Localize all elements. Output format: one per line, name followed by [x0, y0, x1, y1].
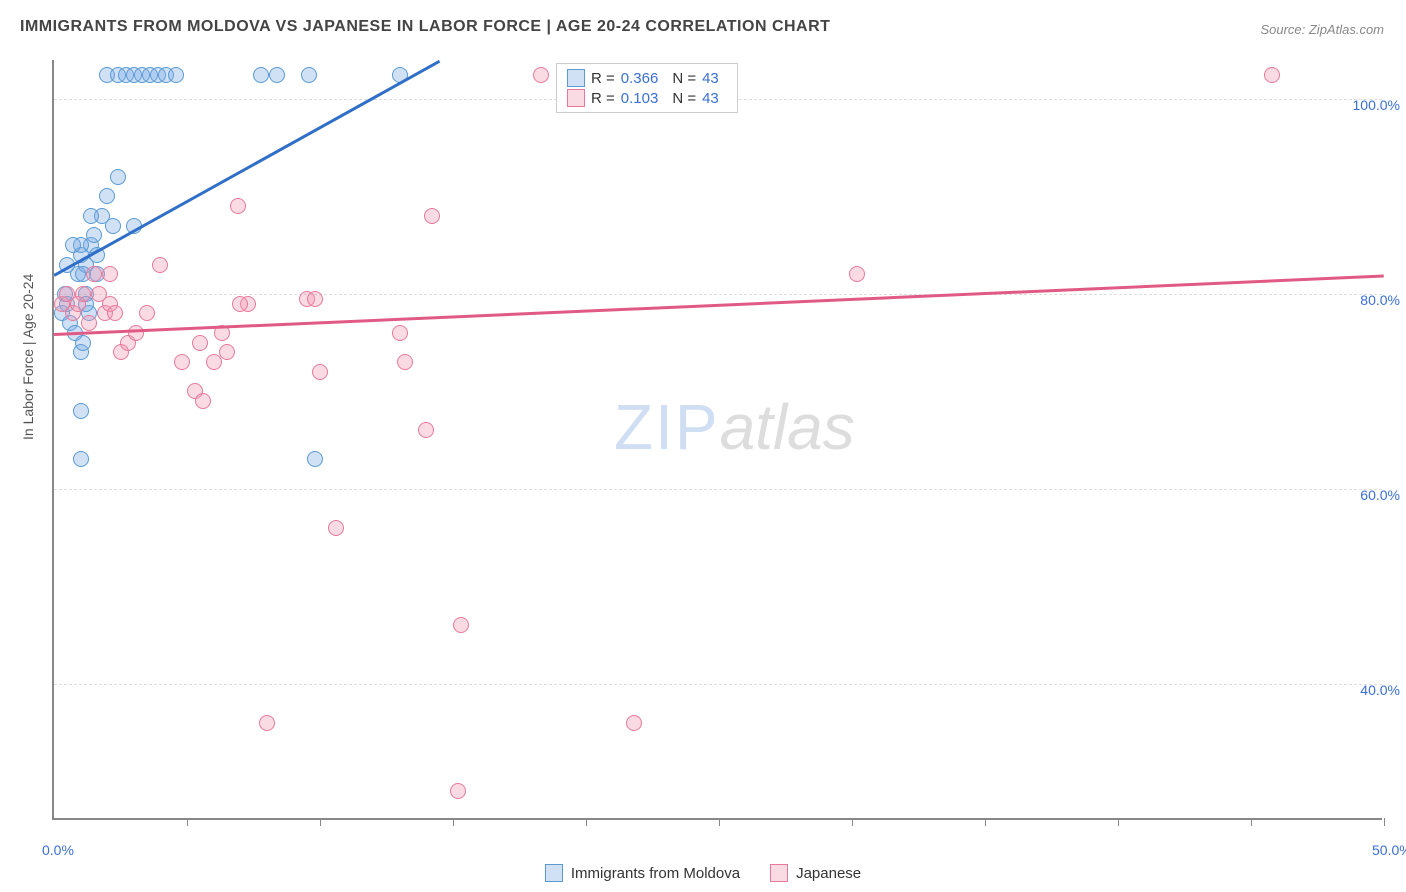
- gridline: [54, 684, 1382, 685]
- scatter-point-japanese: [230, 198, 246, 214]
- scatter-point-japanese: [849, 266, 865, 282]
- scatter-point-japanese: [424, 208, 440, 224]
- scatter-point-japanese: [81, 315, 97, 331]
- y-tick-label: 40.0%: [1360, 682, 1400, 698]
- legend-n-value: 43: [702, 70, 719, 87]
- legend-r-value: 0.103: [621, 90, 659, 107]
- trend-line-moldova: [53, 60, 440, 277]
- scatter-point-japanese: [418, 422, 434, 438]
- legend-n-label: N =: [672, 70, 696, 87]
- legend-swatch: [770, 864, 788, 882]
- scatter-point-japanese: [192, 335, 208, 351]
- scatter-point-japanese: [219, 344, 235, 360]
- legend-stats-row: R = 0.103 N = 43: [567, 88, 727, 108]
- chart-title: IMMIGRANTS FROM MOLDOVA VS JAPANESE IN L…: [20, 18, 830, 36]
- scatter-point-japanese: [259, 715, 275, 731]
- legend-item: Immigrants from Moldova: [545, 864, 740, 882]
- scatter-point-japanese: [397, 354, 413, 370]
- legend-item: Japanese: [770, 864, 861, 882]
- scatter-point-moldova: [73, 403, 89, 419]
- legend-label: Immigrants from Moldova: [571, 865, 740, 882]
- x-tick: [320, 818, 321, 826]
- x-tick: [852, 818, 853, 826]
- x-tick-label: 0.0%: [42, 842, 74, 858]
- scatter-point-japanese: [232, 296, 248, 312]
- scatter-point-moldova: [269, 67, 285, 83]
- scatter-point-japanese: [1264, 67, 1280, 83]
- scatter-point-japanese: [75, 286, 91, 302]
- legend-r-label: R =: [591, 90, 615, 107]
- x-tick: [1384, 818, 1385, 826]
- scatter-point-moldova: [99, 188, 115, 204]
- legend-stats: R = 0.366 N = 43 R = 0.103 N = 43: [556, 63, 738, 113]
- legend-bottom: Immigrants from Moldova Japanese: [0, 864, 1406, 882]
- plot-area: ZIPatlas: [52, 60, 1382, 820]
- watermark-zip: ZIP: [614, 391, 720, 463]
- scatter-point-moldova: [65, 237, 81, 253]
- y-tick-label: 80.0%: [1360, 292, 1400, 308]
- legend-r-value: 0.366: [621, 70, 659, 87]
- scatter-point-japanese: [626, 715, 642, 731]
- legend-stats-row: R = 0.366 N = 43: [567, 68, 727, 88]
- legend-n-label: N =: [672, 90, 696, 107]
- source-citation: Source: ZipAtlas.com: [1260, 22, 1384, 37]
- scatter-point-japanese: [174, 354, 190, 370]
- watermark-atlas: atlas: [720, 391, 855, 463]
- scatter-point-japanese: [206, 354, 222, 370]
- scatter-point-moldova: [307, 451, 323, 467]
- scatter-point-japanese: [307, 291, 323, 307]
- x-tick: [586, 818, 587, 826]
- legend-n-value: 43: [702, 90, 719, 107]
- x-tick: [453, 818, 454, 826]
- watermark: ZIPatlas: [614, 390, 855, 464]
- scatter-point-moldova: [110, 169, 126, 185]
- legend-swatch: [545, 864, 563, 882]
- scatter-point-moldova: [75, 335, 91, 351]
- x-tick: [187, 818, 188, 826]
- legend-swatch: [567, 69, 585, 87]
- scatter-point-moldova: [301, 67, 317, 83]
- scatter-point-japanese: [128, 325, 144, 341]
- scatter-point-japanese: [312, 364, 328, 380]
- y-tick-label: 60.0%: [1360, 487, 1400, 503]
- legend-r-label: R =: [591, 70, 615, 87]
- x-tick: [1251, 818, 1252, 826]
- x-tick-label: 50.0%: [1372, 842, 1406, 858]
- x-tick: [719, 818, 720, 826]
- scatter-point-moldova: [73, 451, 89, 467]
- scatter-point-moldova: [253, 67, 269, 83]
- scatter-point-japanese: [453, 617, 469, 633]
- gridline: [54, 489, 1382, 490]
- x-tick: [985, 818, 986, 826]
- scatter-point-moldova: [168, 67, 184, 83]
- scatter-point-japanese: [328, 520, 344, 536]
- scatter-point-japanese: [152, 257, 168, 273]
- scatter-point-japanese: [533, 67, 549, 83]
- scatter-point-japanese: [392, 325, 408, 341]
- x-tick: [1118, 818, 1119, 826]
- y-tick-label: 100.0%: [1353, 97, 1400, 113]
- gridline: [54, 294, 1382, 295]
- legend-swatch: [567, 89, 585, 107]
- scatter-point-moldova: [105, 218, 121, 234]
- scatter-point-japanese: [195, 393, 211, 409]
- scatter-point-japanese: [139, 305, 155, 321]
- scatter-point-japanese: [450, 783, 466, 799]
- y-axis-label: In Labor Force | Age 20-24: [20, 274, 36, 440]
- scatter-point-japanese: [102, 266, 118, 282]
- scatter-point-japanese: [107, 305, 123, 321]
- legend-label: Japanese: [796, 865, 861, 882]
